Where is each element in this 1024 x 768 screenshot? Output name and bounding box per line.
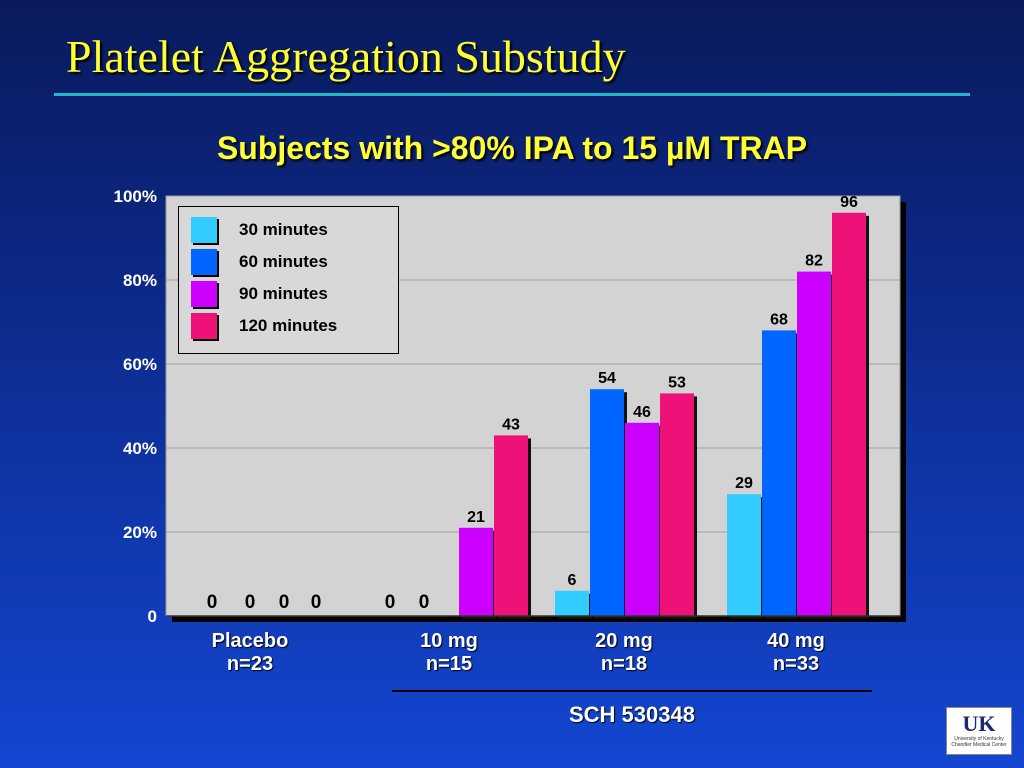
logo-subtext: University of Kentucky Chandler Medical … (951, 736, 1007, 748)
title-divider (54, 93, 970, 96)
data-label: 0 (419, 592, 430, 613)
bar (762, 330, 796, 616)
data-label: 82 (805, 253, 823, 270)
category-label-20mg: 20 mg n=18 (544, 630, 704, 676)
slide-title: Platelet Aggregation Substudy (66, 31, 626, 82)
legend-swatch (191, 313, 217, 339)
y-tick-label: 80% (123, 271, 157, 290)
legend-label: 120 minutes (239, 316, 338, 335)
drug-label: SCH 530348 (569, 702, 695, 727)
chart-legend: 30 minutes 60 minutes 90 minutes 120 min… (178, 206, 399, 354)
data-label: 46 (633, 404, 651, 421)
y-tick-label: 40% (123, 439, 157, 458)
data-label: 0 (279, 592, 290, 613)
legend-swatch (191, 281, 217, 307)
category-label-placebo: Placebo n=23 (170, 630, 330, 676)
bar (660, 393, 694, 616)
category-label-40mg: 40 mg n=33 (716, 630, 876, 676)
y-tick-label: 20% (123, 523, 157, 542)
bar (590, 389, 624, 616)
legend-label: 30 minutes (239, 220, 328, 239)
category-n: n=15 (425, 653, 473, 675)
drug-group-bracket (392, 690, 872, 692)
data-label: 0 (207, 592, 218, 613)
data-label: 29 (735, 475, 753, 492)
legend-swatch (191, 249, 217, 275)
bar (832, 212, 866, 617)
y-tick-label: 100% (114, 187, 157, 206)
y-tick-label: 0 (148, 607, 157, 626)
category-n: n=18 (600, 653, 648, 675)
data-label: 0 (311, 592, 322, 613)
data-label: 21 (467, 509, 485, 526)
data-label: 0 (245, 592, 256, 613)
data-label: 68 (770, 311, 788, 328)
category-name: 20 mg (595, 630, 653, 652)
data-label: 54 (598, 370, 616, 387)
category-name: 10 mg (420, 630, 478, 652)
data-label: 96 (840, 194, 858, 211)
data-label: 0 (385, 592, 396, 613)
legend-label: 90 minutes (239, 284, 328, 303)
data-label: 53 (668, 374, 686, 391)
bar (494, 435, 528, 616)
bar (555, 590, 589, 616)
bar (625, 422, 659, 616)
data-label: 43 (502, 416, 520, 433)
logo-mark: UK (962, 711, 996, 736)
bar (459, 527, 493, 616)
category-label-10mg: 10 mg n=15 (369, 630, 529, 676)
university-logo: UK University of Kentucky Chandler Medic… (946, 707, 1012, 755)
bar (727, 494, 761, 616)
legend-swatch (191, 217, 217, 243)
legend-label: 60 minutes (239, 252, 328, 271)
y-tick-label: 60% (123, 355, 157, 374)
category-name: Placebo (211, 630, 289, 652)
category-n: n=23 (226, 653, 274, 675)
chart-title: Subjects with >80% IPA to 15 µM TRAP (216, 130, 808, 166)
category-n: n=33 (772, 653, 820, 675)
data-label: 6 (568, 572, 577, 589)
category-name: 40 mg (767, 630, 825, 652)
bar (797, 271, 831, 616)
